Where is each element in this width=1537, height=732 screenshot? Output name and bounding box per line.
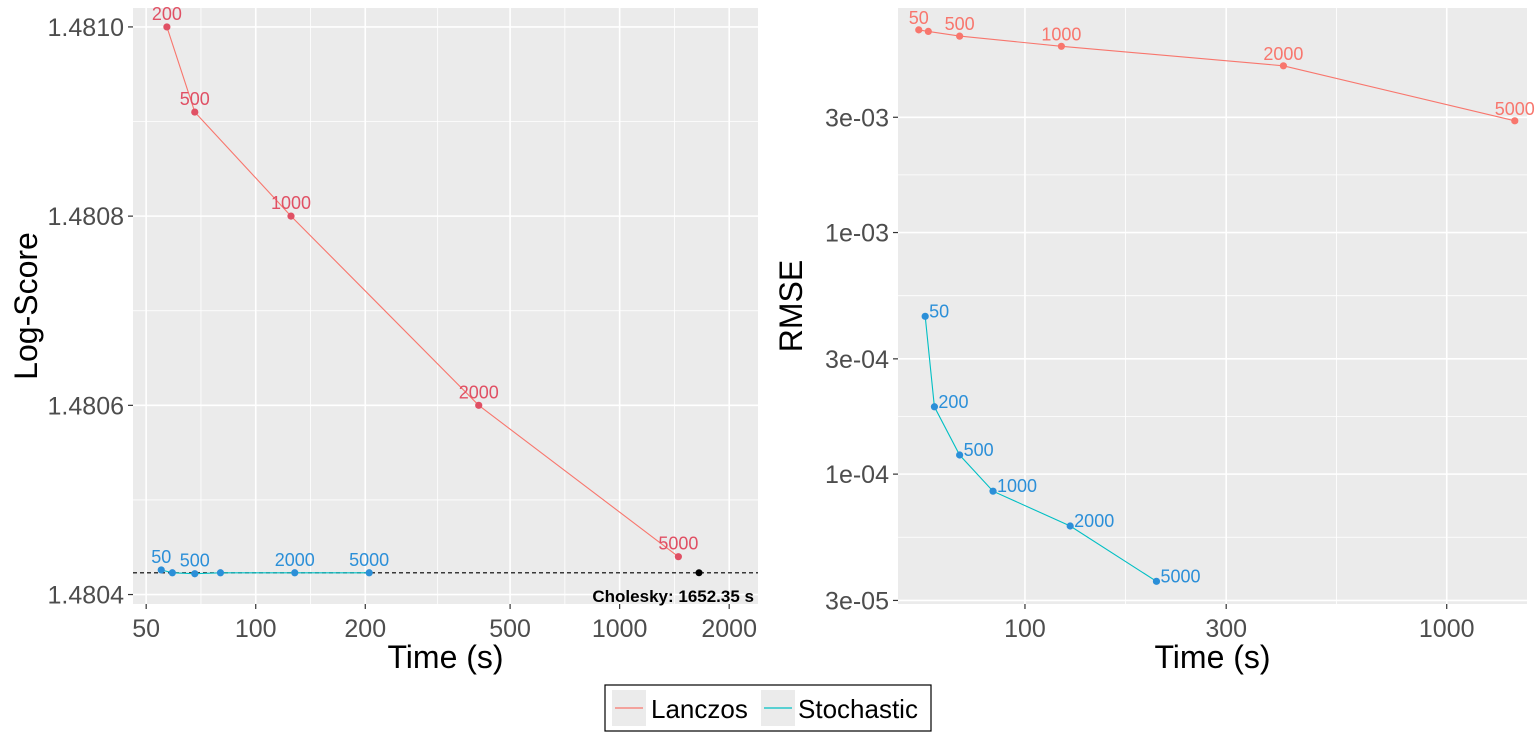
data-label: 50 [909,8,929,28]
y-tick-label: 1.4810 [48,14,124,42]
x-tick-label: 100 [1004,615,1046,643]
y-tick-label: 1e-04 [825,461,889,489]
x-tick-label: 50 [132,615,160,643]
data-point [924,27,932,36]
data-point [1057,42,1065,50]
y-tick-label: 1e-03 [825,220,889,248]
data-point [168,569,176,577]
y-tick-label: 3e-05 [825,587,889,615]
data-point [365,569,373,577]
data-label: 2000 [1263,44,1303,64]
data-label: 2000 [459,382,499,402]
data-point [915,26,923,34]
data-label: 1000 [997,476,1037,496]
legend-label: Stochastic [798,694,918,724]
x-tick-label: 200 [344,615,386,643]
data-point [956,451,964,459]
data-label: 500 [964,440,994,460]
data-point [1279,62,1288,70]
data-point [157,566,165,574]
panel-1: 50 100 200 500 1000 2000 1.4804 1.4806 1.4808 1.4… [8,4,758,675]
data-label: 5000 [658,534,698,554]
y-tick-label: 3e-03 [825,104,889,132]
data-label: 1000 [271,193,311,213]
data-point [674,553,682,561]
panel-2: 100 300 1000 3e-05 1e-04 3e-04 1e-03 3e-03 Time … [773,8,1535,675]
y-tick-label: 1.4806 [48,392,124,420]
data-point [475,401,483,409]
data-point [163,23,171,31]
data-label: 500 [180,89,210,109]
data-label: 50 [151,547,171,567]
plot-background [133,8,758,604]
data-label: 5000 [349,550,389,570]
data-point [921,312,929,320]
x-axis-title: Time (s) [1154,639,1270,675]
plot-background [898,8,1527,604]
x-tick-label: 2000 [701,615,757,643]
data-point [989,487,997,495]
x-tick-label: 500 [489,615,531,643]
data-label: 500 [945,14,975,34]
data-point [1066,522,1074,530]
data-label: 500 [180,551,210,571]
data-point [287,212,295,220]
legend-label: Lanczos [651,694,748,724]
data-label: 5000 [1160,566,1200,586]
data-point [191,108,199,116]
data-label: 2000 [275,550,315,570]
legend-item-stochastic: Stochastic [761,690,918,726]
legend: Lanczos Stochastic [604,684,932,732]
x-tick-label: 100 [235,615,277,643]
series-line-stochastic [924,316,1157,582]
x-axis-title: Time (s) [387,639,503,675]
y-axis-title: Log-Score [8,232,44,380]
x-tick-label: 300 [1205,615,1247,643]
data-point [291,569,299,577]
data-label: 200 [938,392,968,412]
data-label: 50 [929,301,949,321]
data-label: 2000 [1074,511,1114,531]
x-tick-label: 1000 [1419,615,1475,643]
data-point [191,570,199,578]
data-point [1511,117,1519,125]
y-tick-label: 1.4804 [48,582,125,610]
data-point [1152,577,1161,585]
data-point [930,403,939,411]
data-point [216,569,225,577]
y-axis-title: RMSE [773,260,809,352]
x-tick-label: 1000 [592,615,648,643]
reference-point [695,569,703,577]
data-label: 200 [152,4,182,24]
data-label: 1000 [1041,24,1081,44]
y-tick-label: 1.4808 [48,203,124,231]
reference-label: Cholesky: 1652.35 s [592,587,754,606]
data-label: 5000 [1495,99,1535,119]
legend-item-lanczos: Lanczos [612,690,748,726]
data-point [956,32,964,40]
y-tick-label: 3e-04 [825,346,889,374]
